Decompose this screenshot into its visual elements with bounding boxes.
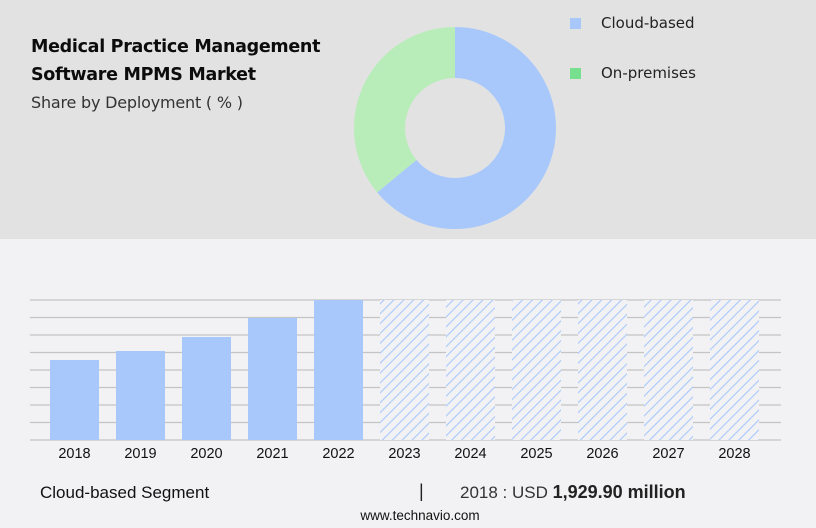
x-axis-label: 2021: [256, 446, 289, 462]
donut-slice-cloud-based: [377, 27, 556, 230]
bar-2023: [380, 300, 429, 440]
title-line-2: Software MPMS Market: [31, 65, 256, 85]
donut-slice-on-premises: [353, 27, 455, 193]
legend-item-on-premises: On-premises: [570, 64, 696, 82]
segment-label: Cloud-based Segment: [40, 483, 210, 502]
x-axis-label: 2024: [454, 446, 487, 462]
legend-label: On-premises: [601, 64, 696, 82]
source-link[interactable]: www.technavio.com: [360, 508, 480, 523]
bar-2020: [182, 336, 231, 440]
bar-2018: [50, 359, 99, 440]
bar-2022: [314, 300, 363, 440]
bar-2025: [512, 300, 561, 440]
x-axis-label: 2025: [520, 446, 553, 462]
bar-2028: [710, 300, 759, 440]
footer-separator: |: [419, 481, 424, 501]
segment-value: 2018 : USD 1,929.90 million: [460, 482, 686, 503]
x-axis-label: 2028: [718, 446, 751, 462]
legend-label: Cloud-based: [601, 14, 695, 32]
value-prefix: 2018 : USD: [460, 483, 553, 502]
chart-subtitle: Share by Deployment ( % ): [31, 93, 243, 112]
x-axis-label: 2019: [124, 446, 157, 462]
chart-title: Medical Practice Management Software MPM…: [31, 33, 320, 89]
x-axis-label: 2023: [388, 446, 421, 462]
x-axis-label: 2022: [322, 446, 355, 462]
bar-2019: [116, 350, 165, 440]
legend-item-cloud-based: Cloud-based: [570, 14, 695, 32]
bar-2026: [578, 300, 627, 440]
x-axis-label: 2018: [58, 446, 91, 462]
title-line-1: Medical Practice Management: [31, 37, 321, 57]
legend-swatch-cloud-icon: [570, 17, 581, 29]
bar-2027: [644, 300, 693, 440]
x-axis-label: 2020: [190, 446, 223, 462]
value-amount: 1,929.90 million: [552, 482, 686, 502]
bar-2021: [248, 317, 297, 440]
x-axis-label: 2026: [586, 446, 619, 462]
x-axis-label: 2027: [652, 446, 685, 462]
bar-2024: [446, 300, 495, 440]
donut-chart: [353, 27, 556, 230]
legend-swatch-on-premises-icon: [570, 67, 581, 79]
